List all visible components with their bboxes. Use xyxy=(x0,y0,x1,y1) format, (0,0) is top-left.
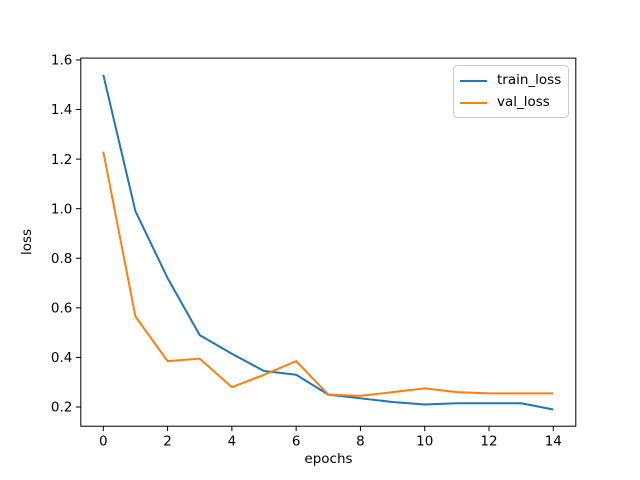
legend-line-val-loss-icon xyxy=(460,101,487,104)
legend-item-val-loss: val_loss xyxy=(460,94,560,111)
y-tick-label: 0.2 xyxy=(51,400,72,416)
x-tick-label: 4 xyxy=(228,434,237,450)
y-tick-label: 1.4 xyxy=(51,102,72,118)
legend: train_loss val_loss xyxy=(453,65,569,118)
legend-label-val-loss: val_loss xyxy=(497,94,550,110)
x-axis-label: epochs xyxy=(304,451,353,467)
x-tick-label: 8 xyxy=(356,434,365,450)
x-tick-label: 0 xyxy=(99,434,108,450)
legend-line-train-loss-icon xyxy=(460,79,487,82)
x-tick-label: 2 xyxy=(163,434,172,450)
legend-label-train-loss: train_loss xyxy=(497,72,562,88)
x-tick-label: 14 xyxy=(545,434,562,450)
x-tick-label: 6 xyxy=(292,434,301,450)
legend-item-train-loss: train_loss xyxy=(460,72,562,89)
y-tick-label: 0.4 xyxy=(51,350,72,366)
axes-spines xyxy=(80,57,577,427)
y-tick-label: 1.0 xyxy=(51,201,72,217)
x-tick-label: 12 xyxy=(480,434,497,450)
train-loss-line xyxy=(102,74,554,411)
y-tick-label: 0.8 xyxy=(51,251,72,267)
y-tick-label: 0.6 xyxy=(51,301,72,317)
x-tick-label: 10 xyxy=(416,434,433,450)
y-tick-label: 1.2 xyxy=(51,152,72,168)
y-tick-label: 1.6 xyxy=(51,53,72,69)
y-axis-label: loss xyxy=(19,228,35,256)
val-loss-line xyxy=(102,151,554,397)
